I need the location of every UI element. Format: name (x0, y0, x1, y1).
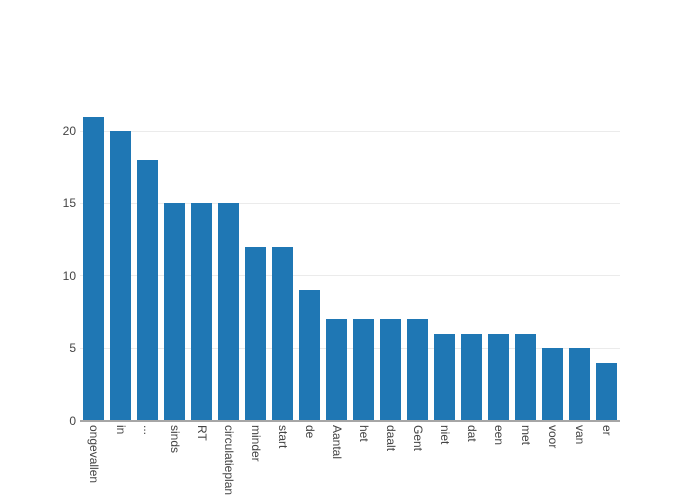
x-tick-label: daalt (383, 424, 398, 451)
bar[interactable] (83, 116, 104, 421)
y-tick-label: 15 (62, 196, 76, 211)
y-tick-label: 20 (62, 124, 76, 139)
x-tick-label: in (113, 424, 128, 434)
x-tick-label: de (302, 424, 317, 438)
y-gridline (80, 275, 620, 277)
x-tick-label: minder (248, 424, 263, 462)
bar[interactable] (164, 203, 185, 421)
x-tick-label: voor (545, 424, 560, 448)
x-tick-label: circulatieplan (221, 424, 236, 495)
x-tick-label: ongevallen (86, 424, 101, 483)
bar[interactable] (137, 160, 158, 421)
x-tick-label: Gent (410, 424, 425, 451)
bar[interactable] (542, 348, 563, 421)
bar[interactable] (299, 290, 320, 421)
bar[interactable] (434, 333, 455, 421)
x-tick-label: RT (194, 424, 209, 441)
y-tick-label: 5 (69, 341, 76, 356)
y-tick-label: 10 (62, 268, 76, 283)
x-tick-label: dat (464, 424, 479, 442)
bar[interactable] (326, 319, 347, 421)
x-tick-label: er (599, 424, 614, 436)
y-tick-label: 0 (69, 413, 76, 428)
x-tick-label: met (518, 424, 533, 445)
bar[interactable] (353, 319, 374, 421)
bar[interactable] (272, 246, 293, 421)
x-tick-label: niet (437, 424, 452, 444)
bar[interactable] (515, 333, 536, 421)
bar[interactable] (461, 333, 482, 421)
y-gridline (80, 130, 620, 132)
bar[interactable] (191, 203, 212, 421)
bar[interactable] (380, 319, 401, 421)
bar[interactable] (596, 362, 617, 421)
x-tick-label: ... (140, 424, 155, 435)
x-tick-label: sinds (167, 424, 182, 453)
bar[interactable] (218, 203, 239, 421)
x-tick-label: het (356, 424, 371, 442)
bar[interactable] (488, 333, 509, 421)
x-tick-label: start (275, 424, 290, 448)
bar[interactable] (569, 348, 590, 421)
y-gridline (80, 347, 620, 349)
bar[interactable] (245, 246, 266, 421)
x-tick-label: Aantal (329, 424, 344, 459)
y-gridline (80, 202, 620, 204)
x-tick-label: van (572, 424, 587, 444)
bar[interactable] (110, 131, 131, 421)
x-tick-label: een (491, 424, 506, 445)
x-axis-zeroline (80, 419, 620, 422)
bar[interactable] (407, 319, 428, 421)
